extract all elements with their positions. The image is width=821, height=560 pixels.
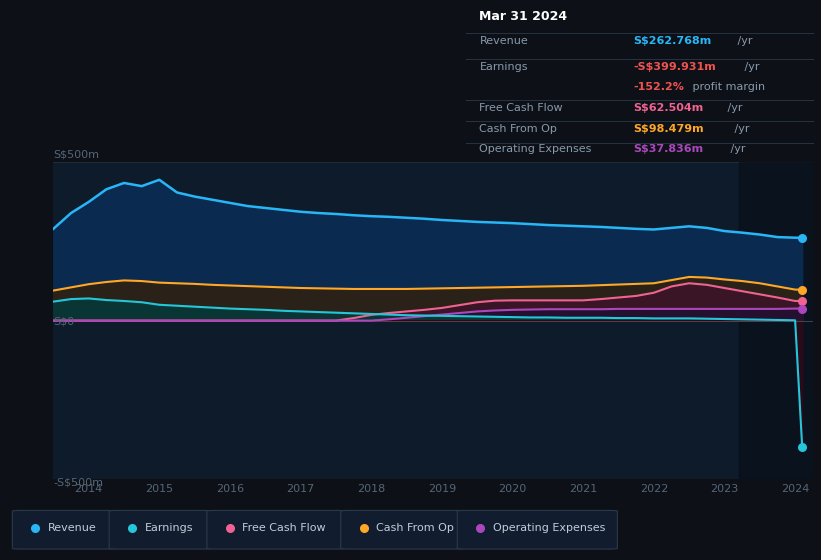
Text: -S$500m: -S$500m — [53, 477, 103, 487]
Text: Cash From Op: Cash From Op — [479, 124, 557, 134]
FancyBboxPatch shape — [341, 510, 464, 549]
Text: Operating Expenses: Operating Expenses — [493, 523, 605, 533]
Text: /yr: /yr — [734, 36, 753, 46]
Point — [796, 285, 809, 294]
Text: S$37.836m: S$37.836m — [633, 144, 703, 154]
Text: Revenue: Revenue — [48, 523, 96, 533]
FancyBboxPatch shape — [457, 510, 617, 549]
Text: Operating Expenses: Operating Expenses — [479, 144, 592, 154]
Text: Revenue: Revenue — [479, 36, 528, 46]
Text: Free Cash Flow: Free Cash Flow — [479, 103, 563, 113]
Text: S$98.479m: S$98.479m — [633, 124, 704, 134]
Text: /yr: /yr — [727, 144, 745, 154]
FancyBboxPatch shape — [207, 510, 345, 549]
Text: Earnings: Earnings — [479, 62, 528, 72]
Text: -152.2%: -152.2% — [633, 82, 684, 92]
Text: Earnings: Earnings — [144, 523, 193, 533]
Point — [796, 296, 809, 305]
Text: S$62.504m: S$62.504m — [633, 103, 704, 113]
Text: /yr: /yr — [724, 103, 742, 113]
Text: S$500m: S$500m — [53, 149, 99, 159]
FancyBboxPatch shape — [12, 510, 115, 549]
Text: /yr: /yr — [741, 62, 759, 72]
Point — [796, 442, 809, 451]
Point — [796, 233, 809, 242]
FancyBboxPatch shape — [109, 510, 212, 549]
Text: -S$399.931m: -S$399.931m — [633, 62, 716, 72]
Text: S$262.768m: S$262.768m — [633, 36, 711, 46]
Text: Cash From Op: Cash From Op — [376, 523, 454, 533]
Text: profit margin: profit margin — [689, 82, 765, 92]
Text: Free Cash Flow: Free Cash Flow — [242, 523, 326, 533]
Text: Mar 31 2024: Mar 31 2024 — [479, 10, 567, 23]
Text: S$0: S$0 — [53, 317, 75, 327]
Bar — [739, 162, 813, 479]
Text: /yr: /yr — [731, 124, 750, 134]
Point — [796, 304, 809, 313]
